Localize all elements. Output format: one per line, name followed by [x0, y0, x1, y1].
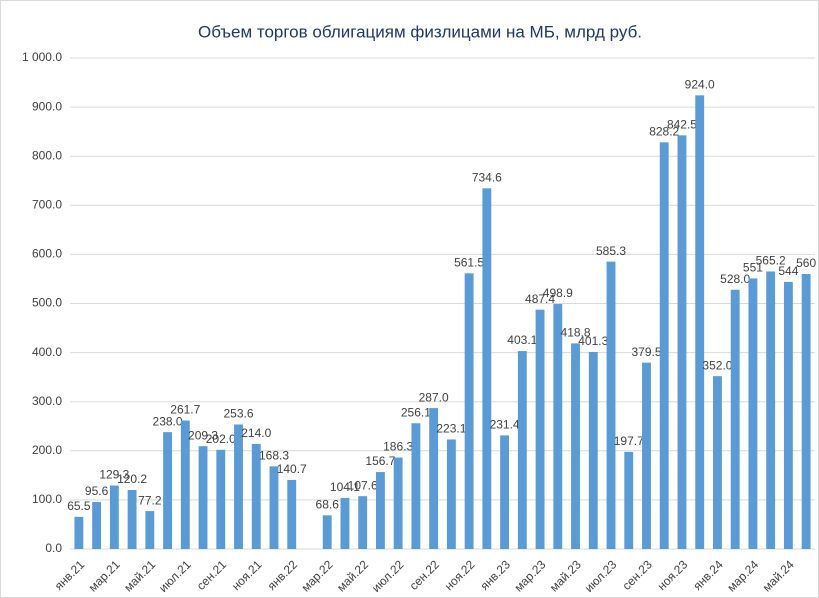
value-label: 256.1 — [401, 405, 431, 419]
bar — [216, 449, 226, 549]
bar — [642, 362, 651, 549]
y-tick-label: 300.0 — [32, 394, 62, 408]
bar — [322, 515, 332, 549]
value-label: 565.2 — [756, 254, 786, 268]
bar — [482, 188, 492, 549]
value-label: 140.7 — [277, 462, 307, 476]
value-label: 197.7 — [614, 434, 644, 448]
value-label: 924.0 — [685, 77, 715, 91]
bar — [606, 261, 616, 549]
bar — [163, 432, 172, 549]
value-label: 120.2 — [117, 472, 147, 486]
bar — [588, 351, 598, 549]
y-tick-label: 100.0 — [32, 492, 62, 506]
bar — [624, 451, 634, 549]
value-label: 186.3 — [383, 440, 413, 454]
value-label: 95.6 — [85, 484, 109, 498]
bar — [92, 502, 102, 549]
bar — [393, 457, 403, 549]
bar — [748, 278, 758, 549]
value-label: 223.1 — [436, 422, 466, 436]
value-label: 842.5 — [667, 118, 697, 132]
bar — [251, 443, 261, 549]
value-label: 828.2 — [649, 125, 679, 139]
bar — [109, 485, 119, 549]
bar — [464, 273, 474, 549]
value-label: 560 — [796, 256, 816, 270]
bar — [287, 479, 297, 549]
bar — [766, 271, 776, 549]
bar — [535, 309, 545, 549]
value-label: 77.2 — [138, 493, 162, 507]
value-label: 379.5 — [631, 345, 661, 359]
bar — [74, 516, 84, 549]
value-label: 156.7 — [365, 454, 395, 468]
bar — [411, 423, 421, 549]
value-label: 585.3 — [596, 244, 626, 258]
value-label: 202.0 — [206, 432, 236, 446]
bar — [500, 435, 510, 549]
bar — [358, 496, 368, 549]
bar — [713, 376, 722, 549]
value-label: 551 — [743, 261, 763, 275]
y-tick-label: 800.0 — [32, 148, 62, 162]
bar — [127, 489, 137, 549]
bar — [677, 135, 687, 549]
bar — [783, 281, 793, 549]
bar — [269, 466, 279, 549]
bar — [730, 289, 740, 549]
y-tick-label: 0.0 — [45, 541, 62, 555]
bar — [234, 424, 243, 549]
bar — [659, 142, 669, 549]
value-label: 168.3 — [259, 449, 289, 463]
bar — [145, 511, 155, 549]
value-label: 261.7 — [170, 403, 200, 417]
bar — [571, 343, 580, 549]
value-label: 498.9 — [543, 286, 573, 300]
bar — [801, 274, 811, 549]
bar — [180, 420, 190, 549]
bar — [517, 351, 527, 549]
y-tick-label: 400.0 — [32, 345, 62, 359]
value-label: 231.4 — [490, 418, 520, 432]
value-label: 253.6 — [223, 407, 253, 421]
bar — [375, 472, 385, 549]
value-label: 68.6 — [316, 497, 340, 511]
value-label: 209.3 — [188, 428, 218, 442]
y-tick-label: 900.0 — [32, 99, 62, 113]
value-label: 734.6 — [472, 170, 502, 184]
value-label: 544 — [778, 264, 798, 278]
value-label: 287.0 — [419, 390, 449, 404]
y-tick-label: 700.0 — [32, 197, 62, 211]
value-label: 401.3 — [578, 334, 608, 348]
chart-title: Объем торгов облигациям физлицами на МБ,… — [198, 22, 642, 41]
bar — [553, 304, 563, 549]
value-label: 561.5 — [454, 255, 484, 269]
bar — [446, 439, 456, 549]
value-label: 104.1 — [330, 480, 360, 494]
value-label: 487.4 — [525, 292, 555, 306]
value-label: 418.8 — [561, 326, 591, 340]
y-tick-label: 600.0 — [32, 247, 62, 261]
value-label: 238.0 — [153, 414, 183, 428]
bar — [695, 95, 705, 549]
value-label: 214.0 — [241, 426, 271, 440]
y-tick-label: 500.0 — [32, 296, 62, 310]
value-label: 403.1 — [507, 333, 537, 347]
y-tick-label: 200.0 — [32, 443, 62, 457]
bar — [429, 408, 439, 549]
value-label: 129.3 — [99, 468, 129, 482]
value-label: 528.0 — [720, 272, 750, 286]
value-label: 65.5 — [67, 499, 91, 513]
y-tick-label: 1 000.0 — [22, 50, 62, 64]
bar — [198, 446, 208, 549]
value-label: 352.0 — [702, 358, 732, 372]
value-label: 107.6 — [348, 478, 378, 492]
bar — [340, 497, 350, 549]
